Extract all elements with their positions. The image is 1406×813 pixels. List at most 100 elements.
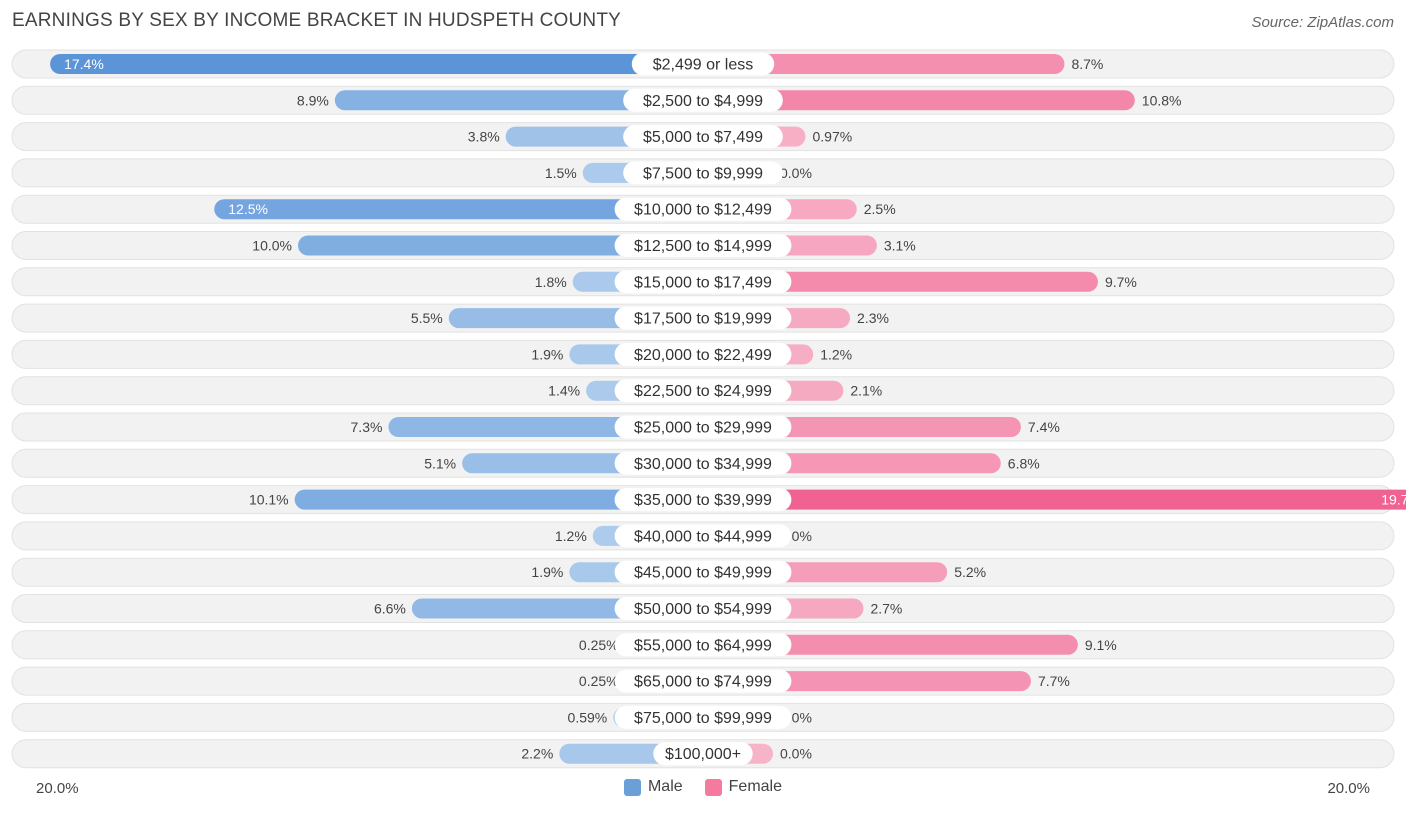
chart-title: EARNINGS BY SEX BY INCOME BRACKET IN HUD… — [12, 10, 622, 31]
female-value-label: 7.4% — [1028, 419, 1060, 435]
category-label-pill — [614, 451, 792, 475]
category-label: $10,000 to $12,499 — [634, 202, 772, 219]
female-bar — [703, 489, 1406, 510]
male-value-label: 0.25% — [579, 673, 619, 689]
female-bar — [703, 634, 1078, 655]
category-label-pill — [623, 125, 783, 149]
male-bar — [294, 489, 703, 510]
female-value-label: 10.8% — [1142, 92, 1182, 108]
category-label: $15,000 to $17,499 — [634, 274, 772, 291]
category-label-pill — [623, 88, 783, 112]
category-label-pill — [614, 379, 792, 403]
male-value-label: 1.2% — [555, 528, 587, 544]
male-value-label: 7.3% — [351, 419, 383, 435]
legend-female-label: Female — [728, 778, 783, 795]
male-value-label: 5.5% — [411, 310, 443, 326]
category-label: $25,000 to $29,999 — [634, 420, 772, 437]
category-label-pill — [614, 669, 792, 693]
legend-male-swatch — [623, 778, 641, 796]
category-label: $50,000 to $54,999 — [634, 601, 772, 618]
male-value-label: 2.2% — [521, 746, 553, 762]
category-label-pill — [614, 234, 792, 257]
female-value-label: 2.3% — [857, 310, 889, 326]
male-value-label: 5.1% — [424, 455, 456, 471]
female-value-label: 0.0% — [780, 165, 812, 181]
male-bar — [298, 235, 703, 256]
legend-female[interactable]: Female — [704, 778, 783, 796]
legend-male[interactable]: Male — [623, 778, 683, 796]
category-label: $20,000 to $22,499 — [634, 347, 772, 364]
category-label-pill — [614, 415, 792, 439]
female-value-label: 2.5% — [864, 201, 896, 217]
female-value-label: 2.1% — [850, 383, 882, 399]
category-label-pill — [614, 306, 792, 330]
male-value-label: 0.25% — [579, 637, 619, 653]
female-value-label: 3.1% — [884, 238, 916, 254]
male-bar — [50, 54, 704, 74]
category-label: $30,000 to $34,999 — [634, 456, 772, 473]
female-value-label: 8.7% — [1071, 56, 1103, 72]
female-value-label: 9.1% — [1085, 637, 1117, 653]
female-value-label: 1.2% — [820, 346, 852, 362]
legend-male-label: Male — [647, 778, 683, 795]
category-label-pill — [614, 705, 792, 729]
category-label: $7,500 to $9,999 — [643, 165, 763, 182]
male-value-label: 1.9% — [531, 564, 563, 580]
axis-right-label: 20.0% — [1327, 780, 1370, 797]
category-label: $65,000 to $74,999 — [634, 674, 772, 691]
male-value-label: 1.5% — [545, 165, 577, 181]
category-label-pill — [653, 742, 753, 766]
legend: Male Female — [0, 778, 1406, 796]
source-label: Source: ZipAtlas.com — [1251, 14, 1394, 31]
category-label-pill — [614, 488, 792, 512]
category-label: $2,500 to $4,999 — [643, 93, 763, 110]
female-bar — [703, 271, 1098, 292]
category-label: $100,000+ — [665, 746, 741, 763]
male-bar — [214, 199, 703, 220]
category-label: $45,000 to $49,999 — [634, 565, 772, 582]
female-value-label: 0.0% — [780, 746, 812, 762]
male-value-label: 3.8% — [468, 129, 500, 145]
category-label: $55,000 to $64,999 — [634, 637, 772, 654]
category-label-pill — [614, 524, 792, 548]
female-value-label: 6.8% — [1008, 455, 1040, 471]
male-value-label: 10.1% — [249, 492, 289, 508]
female-value-label: 7.7% — [1038, 673, 1070, 689]
female-value-label: 0.97% — [812, 129, 852, 145]
category-label-pill — [623, 161, 783, 185]
chart-canvas: 17.4% 8.7% $2,499 or less 8.9% 10.8% $2,500 t… — [11, 49, 1406, 769]
category-label-pill — [614, 633, 792, 657]
male-value-label: 12.5% — [228, 201, 268, 217]
female-value-label: 5.2% — [954, 564, 986, 580]
category-label-pill — [614, 270, 792, 294]
category-label: $2,499 or less — [653, 57, 754, 74]
category-label: $17,500 to $19,999 — [634, 311, 772, 328]
female-value-label: 19.7% — [1381, 492, 1406, 508]
female-value-label: 9.7% — [1105, 274, 1137, 290]
male-value-label: 0.59% — [568, 709, 608, 725]
category-label: $5,000 to $7,499 — [643, 129, 763, 146]
category-label: $40,000 to $44,999 — [634, 528, 772, 545]
category-label-pill — [614, 560, 792, 584]
category-label: $35,000 to $39,999 — [634, 492, 772, 509]
category-label: $12,500 to $14,999 — [634, 238, 772, 255]
female-bar — [703, 54, 1065, 74]
category-label-pill — [631, 52, 775, 76]
male-value-label: 1.4% — [548, 383, 580, 399]
male-bar — [334, 90, 703, 111]
male-value-label: 6.6% — [374, 601, 406, 617]
category-label-pill — [614, 197, 792, 221]
male-value-label: 8.9% — [297, 92, 329, 108]
female-bar — [703, 90, 1135, 111]
female-value-label: 2.7% — [870, 601, 902, 617]
legend-female-swatch — [704, 778, 722, 796]
male-value-label: 1.9% — [531, 346, 563, 362]
male-value-label: 1.8% — [535, 274, 567, 290]
male-value-label: 10.0% — [252, 238, 292, 254]
category-label-pill — [614, 597, 792, 620]
male-value-label: 17.4% — [64, 56, 104, 72]
category-label-pill — [614, 342, 792, 366]
axis-left-label: 20.0% — [36, 780, 79, 797]
category-label: $22,500 to $24,999 — [634, 383, 772, 400]
category-label: $75,000 to $99,999 — [634, 710, 772, 727]
